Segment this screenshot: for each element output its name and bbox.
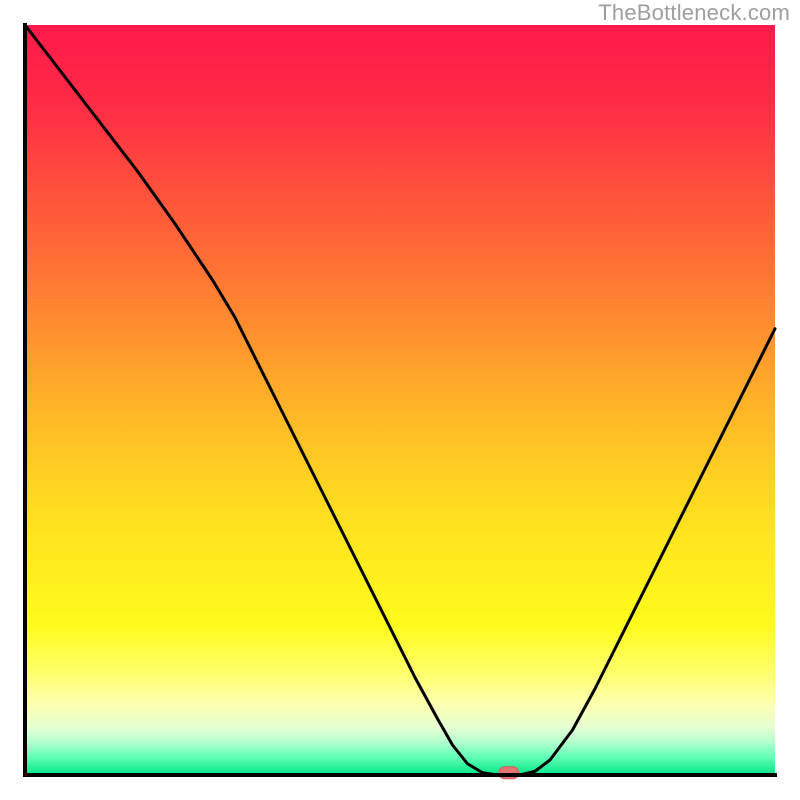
gradient-background bbox=[25, 25, 775, 775]
chart-container: { "watermark": "TheBottleneck.com", "cha… bbox=[0, 0, 800, 800]
bottleneck-curve-chart bbox=[0, 0, 800, 800]
watermark-text: TheBottleneck.com bbox=[598, 0, 790, 26]
